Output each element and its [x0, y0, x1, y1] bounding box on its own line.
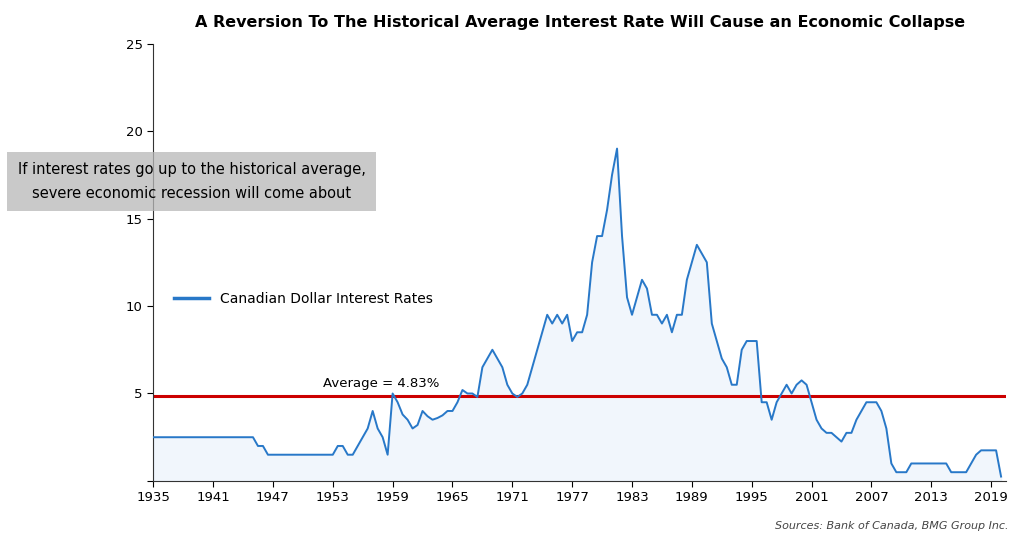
Legend: Canadian Dollar Interest Rates: Canadian Dollar Interest Rates [169, 287, 438, 312]
Text: Sources: Bank of Canada, BMG Group Inc.: Sources: Bank of Canada, BMG Group Inc. [775, 522, 1009, 531]
Text: Average = 4.83%: Average = 4.83% [323, 377, 439, 391]
Title: A Reversion To The Historical Average Interest Rate Will Cause an Economic Colla: A Reversion To The Historical Average In… [195, 15, 965, 30]
Text: If interest rates go up to the historical average,
severe economic recession wil: If interest rates go up to the historica… [17, 162, 366, 201]
